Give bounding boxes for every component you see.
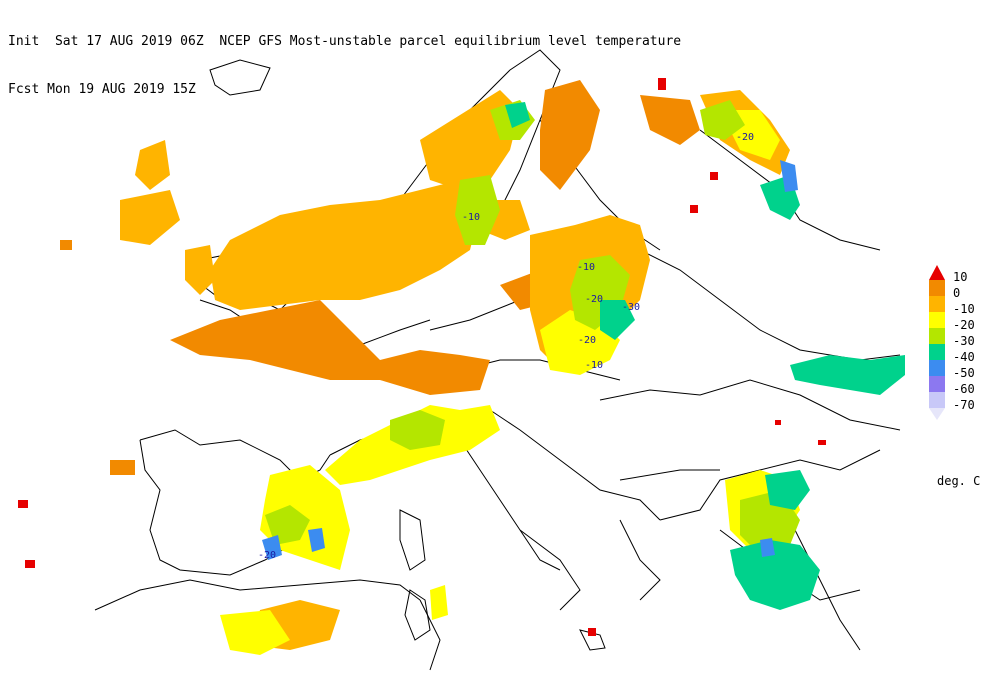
- legend-swatch: [929, 376, 945, 392]
- legend-label: -30: [953, 334, 975, 348]
- contour-label: -20: [258, 550, 276, 561]
- init-line: Init Sat 17 AUG 2019 06Z NCEP GFS Most-u…: [8, 34, 682, 49]
- legend-swatch: [929, 296, 945, 312]
- legend-label: -40: [953, 350, 975, 364]
- forecast-line: Fcst Mon 19 AUG 2019 15Z: [8, 82, 196, 97]
- contour-label: -20: [585, 294, 603, 305]
- legend-bar: [929, 265, 945, 420]
- legend-label: -20: [953, 318, 975, 332]
- map-header: Init Sat 17 AUG 2019 06Z NCEP GFS Most-u…: [8, 2, 681, 114]
- contour-label: -30: [622, 302, 640, 313]
- legend-label: -60: [953, 382, 975, 396]
- legend-label: 0: [953, 286, 961, 300]
- legend-units: deg. C: [937, 474, 981, 488]
- contour-labels: -20 -10 -10 -20 -30 -20 -10 -20: [258, 132, 754, 561]
- legend-swatch: [929, 392, 945, 408]
- legend-label: 10: [953, 270, 968, 284]
- legend-swatch: [929, 280, 945, 296]
- legend-label: -50: [953, 366, 975, 380]
- legend-arrow-bottom: [929, 408, 945, 420]
- contour-label: -10: [577, 262, 595, 273]
- temperature-field: [18, 78, 905, 655]
- contour-label: -20: [736, 132, 754, 143]
- contour-label: -10: [585, 360, 603, 371]
- legend-label: -10: [953, 302, 975, 316]
- legend-label: -70: [953, 398, 975, 412]
- legend-swatch: [929, 328, 945, 344]
- legend-swatch: [929, 344, 945, 360]
- legend-swatch: [929, 312, 945, 328]
- legend-swatch: [929, 360, 945, 376]
- legend-arrow-top: [929, 265, 945, 280]
- contour-label: -20: [578, 335, 596, 346]
- contour-label: -10: [462, 212, 480, 223]
